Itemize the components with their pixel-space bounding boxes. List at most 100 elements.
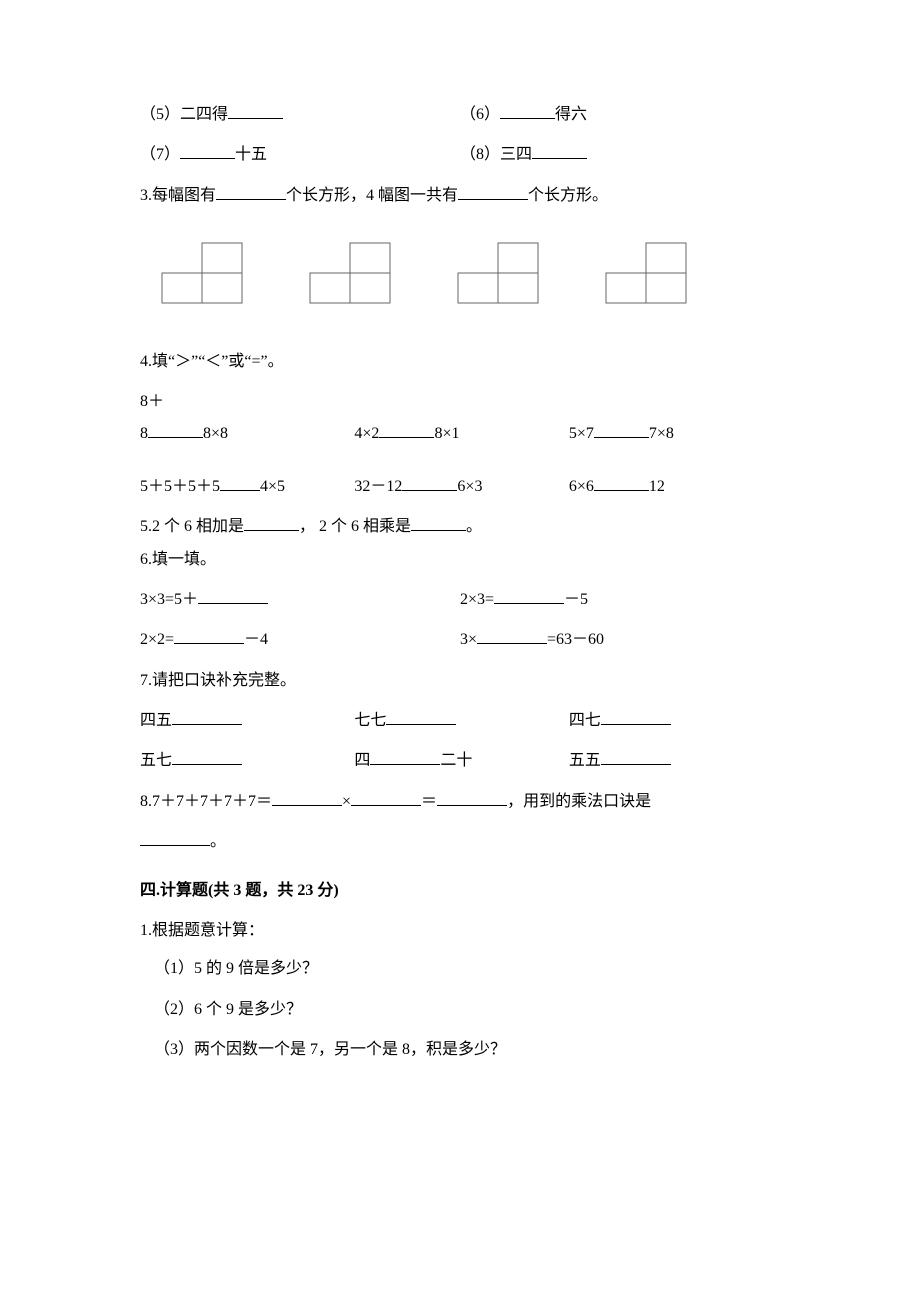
blank [386,709,456,725]
q6-title: 6.填一填。 [140,545,780,575]
blank [172,749,242,765]
blank [174,628,244,644]
blank [180,143,235,159]
t3: 个长方形。 [528,187,608,204]
t4: ，用到的乘法口诀是 [507,793,651,810]
prefix: （6） [460,106,500,123]
blank [351,790,421,806]
w: 七七 [354,712,386,729]
q5: 5.2 个 6 相加是， 2 个 6 相乘是。 [140,512,780,542]
c3: 6×612 [569,472,780,502]
blank [494,588,564,604]
lhs: 5×7 [569,425,594,442]
s4-q1: 1.根据题意计算： [140,916,780,946]
item-5: （5）二四得 [140,100,460,130]
s4-q1-1: （1）5 的 9 倍是多少？ [154,954,780,984]
c1: 5＋5＋5＋5 4×5 [140,472,351,502]
blank [532,143,587,159]
c2: 3× =63－60 [460,625,604,655]
item-6: （6） 得六 [460,100,587,130]
w1: 四 [354,752,370,769]
section-4-title: 四.计算题(共 3 题，共 23 分) [140,876,780,906]
rhs: 7×8 [649,425,674,442]
blank [477,628,547,644]
prefix: （8）三四 [460,146,532,163]
t3: ＝ [421,793,437,810]
blank [272,790,342,806]
c1: 五七 [140,746,351,776]
blank [228,103,283,119]
c2: 2×3= －5 [460,585,588,615]
blank [402,475,457,491]
rhs: 8×8 [203,425,228,442]
w2: 二十 [440,752,472,769]
blank [458,184,528,200]
fill-row-7-8: （7） 十五 （8）三四 [140,140,780,170]
w: 五七 [140,752,172,769]
c2: 七七 [354,706,565,736]
blank [370,749,440,765]
q4-row2: 5＋5＋5＋5 4×5 32－12 6×3 6×612 [140,472,780,502]
q8: 8.7＋7＋7＋7＋7＝ × ＝ ，用到的乘法口诀是 [140,787,780,817]
t1: 5.2 个 6 相加是 [140,518,244,535]
t1: 3.每幅图有 [140,187,216,204]
prefix: （7） [140,146,180,163]
rhs: 8×1 [434,425,459,442]
label-after: 十五 [235,146,267,163]
lhs: 3×3=5＋ [140,591,198,608]
blank [601,749,671,765]
c2: 4×2 8×1 [354,419,565,449]
label: （5）二四得 [140,106,228,123]
lhs: 3× [460,631,477,648]
blank [216,184,286,200]
lhs: 4×2 [354,425,379,442]
q3-text: 3.每幅图有 个长方形，4 幅图一共有 个长方形。 [140,181,780,211]
blank [411,515,466,531]
q8-line2: 。 [140,827,780,857]
blank [379,422,434,438]
c3: 五五 [569,746,780,776]
rhs: －5 [564,591,588,608]
s4-q1-3: （3）两个因数一个是 7，另一个是 8，积是多少？ [154,1035,780,1065]
blank [198,588,268,604]
w: 四七 [569,712,601,729]
q6-row2: 2×2=－4 3× =63－60 [140,625,780,655]
q4-title: 4.填“＞”“＜”或“=”。 [140,347,780,377]
c1: 四五 [140,706,351,736]
blank [148,422,203,438]
lhs: 5＋5＋5＋5 [140,478,220,495]
blank [601,709,671,725]
t2: × [342,793,351,810]
t2: 个长方形，4 幅图一共有 [286,187,458,204]
rhs: －4 [244,631,268,648]
w: 五五 [569,752,601,769]
rhs: 6×3 [457,478,482,495]
q4-r1a-top: 8＋ [140,387,780,417]
lhs: 32－12 [354,478,402,495]
blank [220,475,260,491]
blank [140,830,210,846]
blank [594,475,649,491]
c1: 2×2=－4 [140,625,460,655]
blank [594,422,649,438]
label-after: 得六 [555,106,587,123]
c3: 四七 [569,706,780,736]
blank [437,790,507,806]
q7-row2: 五七 四 二十 五五 [140,746,780,776]
t1: 8.7＋7＋7＋7＋7＝ [140,793,272,810]
t2: ， 2 个 6 相乘是 [299,518,411,535]
t5: 。 [210,833,226,850]
q3-figures [160,241,780,316]
c3: 5×7 7×8 [569,419,780,449]
s4-q1-2: （2）6 个 9 是多少？ [154,995,780,1025]
fill-row-5-6: （5）二四得 （6） 得六 [140,100,780,130]
w: 四五 [140,712,172,729]
blank [244,515,299,531]
rhs: 12 [649,478,665,495]
rhs: 4×5 [260,478,285,495]
lhs: 8 [140,425,148,442]
item-7: （7） 十五 [140,140,460,170]
rhs: =63－60 [547,631,604,648]
lhs: 2×3= [460,591,494,608]
blank [172,709,242,725]
